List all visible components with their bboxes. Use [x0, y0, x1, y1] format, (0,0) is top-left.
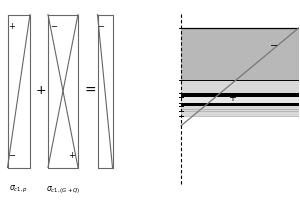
Text: =: =	[85, 84, 97, 98]
Text: −: −	[8, 151, 16, 160]
Text: −: −	[270, 41, 278, 51]
Text: +: +	[9, 22, 15, 31]
Text: $\sigma_{c1,(G+Q)}$: $\sigma_{c1,(G+Q)}$	[46, 184, 80, 196]
Text: +: +	[36, 84, 46, 98]
Text: +: +	[69, 151, 75, 160]
Text: −: −	[97, 22, 104, 31]
Text: −: −	[50, 22, 58, 31]
Text: +: +	[228, 93, 236, 103]
Text: $\sigma_{c1,p}$: $\sigma_{c1,p}$	[9, 184, 28, 195]
